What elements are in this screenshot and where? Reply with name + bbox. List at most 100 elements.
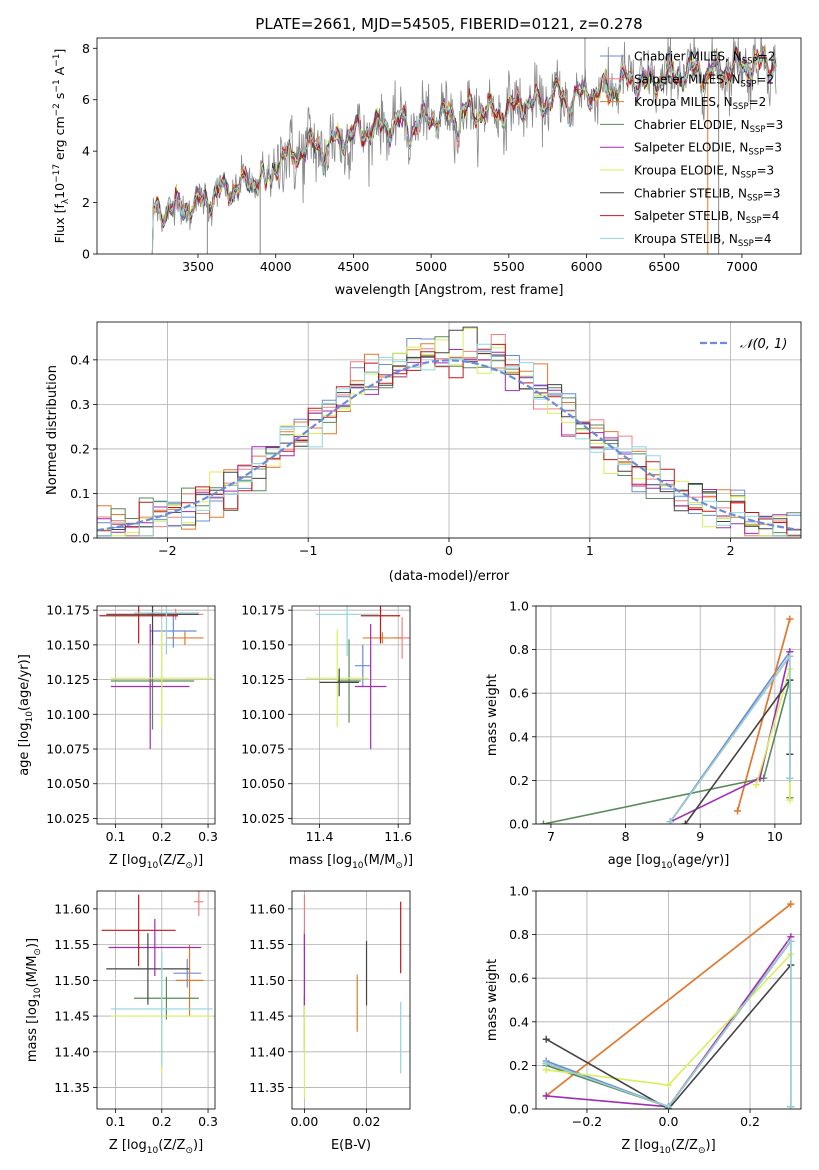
errorbar-point-2 [166,630,204,645]
weight-marker [787,900,795,908]
axes-frame [96,605,216,825]
weight-marker [542,1059,550,1067]
y-axis-label: Flux [fλ10−17 erg cm−2 s−1 A−1] [52,49,71,244]
y-tick-label: 11.60 [54,901,90,916]
axes-frame [96,890,216,1110]
errorbar-point-4 [354,624,387,750]
y-tick-label: 10.100 [46,707,90,722]
x-axis-label: mass [log10(M/M⊙)] [289,853,413,871]
y-axis-label: mass [log10(M/M⊙)] [25,938,43,1062]
errorbar-point-5 [110,629,213,727]
legend-label: Kroupa MILES, NSSP=2 [634,95,766,112]
legend-item: Kroupa STELIB, NSSP=4 [600,232,772,249]
axes-frame [291,605,411,825]
legend-label: Chabrier MILES, NSSP=2 [634,50,775,67]
legend-label: Chabrier ELODIE, NSSP=3 [634,118,783,135]
errorbar-point-8 [110,951,213,1067]
legend-item: Kroupa ELODIE, NSSP=3 [600,164,774,181]
x-tick-label: 11.4 [306,829,334,844]
y-axis-label: age [log10(age/yr)] [17,654,35,776]
axes-frame [96,37,802,255]
errorbar-point-1 [194,891,204,917]
plot-area [305,606,410,750]
plot-area [539,615,794,824]
weight-line-6 [545,964,792,1109]
weight-marker [786,615,794,623]
errorbar-point-6 [106,606,199,645]
y-tick-label: 10.050 [46,776,90,791]
x-axis-label: (data-model)/error [389,569,510,584]
weight-marker [787,1103,795,1109]
y-tick-label: 0.0 [509,817,529,832]
axes-frame [96,321,802,539]
x-tick-label: 11.6 [384,829,412,844]
legend-label: Chabrier STELIB, NSSP=3 [634,186,781,203]
figure-title: PLATE=2661, MJD=54505, FIBERID=0121, z=0… [255,15,642,33]
plot-area [303,894,402,1099]
axes-frame [291,890,411,1110]
errorbar-point-6 [106,933,190,1005]
x-tick-label: 0.00 [290,1114,318,1129]
weight-marker [786,774,794,782]
errorbar-point-3 [337,639,361,723]
panel-weight_vs_Z: −0.2 0.0 0.2 0.0 0.2 0.4 0.6 0.8 1.0 Z [log10(Z/Z… [485,884,802,1156]
y-tick-label: 0.4 [70,352,90,367]
legend-label: Kroupa STELIB, NSSP=4 [634,232,772,249]
legend-item: 𝒩(0, 1) [700,337,787,352]
y-tick-label: 11.40 [249,1044,285,1059]
x-tick-label: 10 [767,829,783,844]
errorbar-point-8 [315,606,379,656]
weight-marker [665,1081,672,1089]
x-tick-label: 0 [445,543,453,558]
errorbar-point-8 [134,606,199,655]
x-axis-label: Z [log10(Z/Z⊙)] [621,1138,715,1156]
x-tick-label: 1 [586,543,594,558]
weight-line-8 [545,938,792,1108]
panel-residuals: −2 −1 0 1 2 0.0 0.1 0.2 0.3 0.4 (data-model)/error… [45,321,802,584]
weight-marker [539,820,547,824]
y-tick-label: 0.3 [70,397,90,412]
y-tick-label: 0.2 [509,1058,529,1073]
x-tick-label: 5500 [493,259,525,274]
legend-label: 𝒩(0, 1) [740,337,787,352]
x-tick-label: 8 [622,829,630,844]
y-tick-label: 0.4 [509,1014,529,1029]
x-tick-label: 6000 [571,259,603,274]
errorbar-point-6 [319,668,359,697]
x-tick-label: 7 [547,829,555,844]
errorbar-point-2 [362,632,403,644]
x-tick-label: 0.2 [740,1114,760,1129]
x-tick-label: −2 [158,543,176,558]
legend-item: Salpeter STELIB, NSSP=4 [600,209,779,226]
panel-age_vs_mass: 11.4 11.6 10.025 10.050 10.075 10.100 10.125 10… [241,603,413,871]
weight-marker [752,781,760,789]
y-tick-label: 10.175 [46,603,90,618]
y-tick-label: 11.45 [54,1009,90,1024]
legend-label: Salpeter ELODIE, NSSP=3 [634,141,782,158]
y-tick-label: 11.55 [54,937,90,952]
y-tick-label: 10.075 [241,742,285,757]
x-axis-label: wavelength [Angstrom, rest frame] [335,283,564,298]
y-tick-label: 10.075 [46,742,90,757]
y-tick-label: 10.050 [241,776,285,791]
y-tick-label: 10.150 [241,637,285,652]
x-tick-label: 9 [696,829,704,844]
y-tick-label: 11.50 [249,973,285,988]
panel-mass_vs_Z: 0.1 0.2 0.3 11.35 11.40 11.45 11.50 11.55 11.60 Z… [25,890,218,1156]
weight-marker [666,818,674,824]
panel-weight_vs_age: 7 8 9 10 0.0 0.2 0.4 0.6 0.8 1.0 age [log10(age/yr… [485,599,802,871]
y-tick-label: 8 [82,41,90,56]
errorbar-point-4 [110,624,190,750]
panel-age_vs_Z: 0.1 0.2 0.3 10.025 10.050 10.075 10.100 10.125 1… [17,603,218,871]
x-tick-label: 0.2 [152,829,172,844]
y-tick-label: 11.55 [249,937,285,952]
weight-marker [734,807,742,815]
weight-marker [681,820,689,824]
x-tick-label: 0.1 [106,829,126,844]
gaussian-reference-line [97,359,799,532]
errorbar-point-7 [101,894,176,967]
legend-item: Chabrier ELODIE, NSSP=3 [600,118,783,135]
weight-marker [787,937,795,945]
weight-marker [665,1103,672,1109]
model-line-7 [151,45,777,254]
